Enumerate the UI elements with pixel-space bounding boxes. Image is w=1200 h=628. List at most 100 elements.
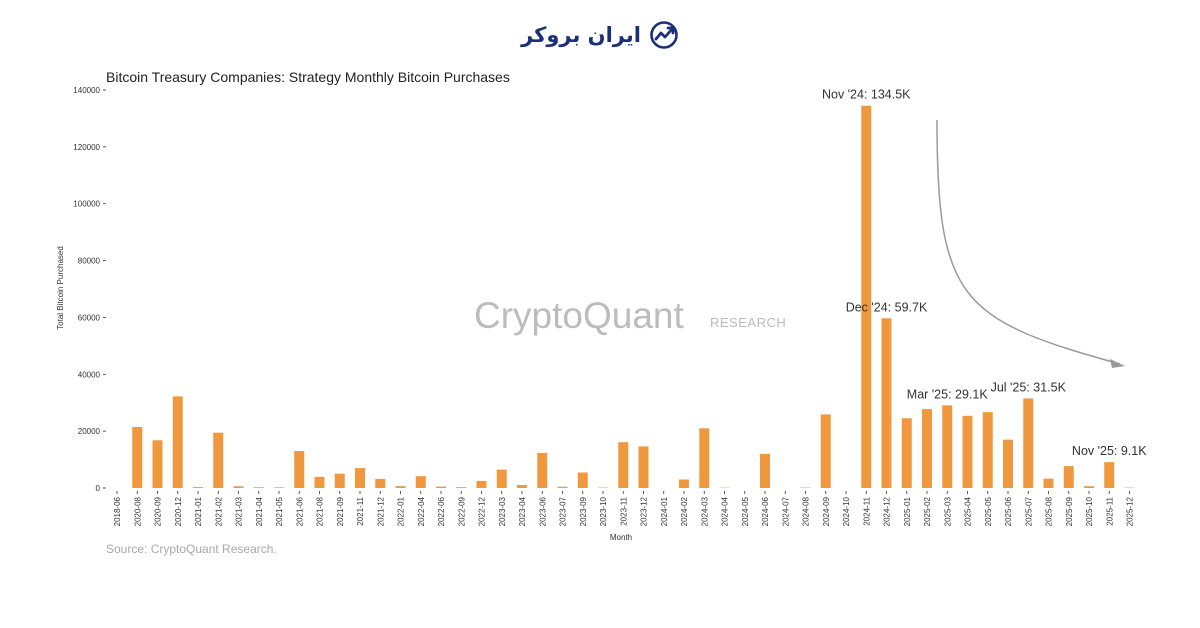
y-tick-label: 140000 <box>73 86 100 95</box>
bar-2025-05 <box>982 412 993 488</box>
x-tick-label: 2023-11 <box>619 496 628 525</box>
annotation-2025-11: Nov '25: 9.1K <box>1072 444 1147 458</box>
y-tick-label: 60000 <box>78 313 101 322</box>
bar-2023-12 <box>638 446 649 488</box>
x-tick-label: 2021-08 <box>316 496 325 526</box>
bar-2023-09 <box>577 472 588 488</box>
bar-2020-08 <box>132 427 143 488</box>
bar-2020-12 <box>172 396 183 488</box>
bar-2020-09 <box>152 440 163 488</box>
downtrend-arrow <box>936 119 1121 365</box>
x-axis: 2018-06 2020-08 2020-09 2020-12 2021-01 2021-… <box>113 491 1135 526</box>
bar-2022-01 <box>395 486 406 488</box>
bar-2025-01 <box>901 418 912 488</box>
x-tick-label: 2021-05 <box>275 496 284 526</box>
annotation-2025-03: Mar '25: 29.1K <box>907 387 989 401</box>
x-tick-label: 2025-10 <box>1085 496 1094 526</box>
bar-2021-09 <box>334 473 345 488</box>
x-tick-label: 2025-04 <box>964 496 973 526</box>
x-tick-label: 2025-05 <box>984 496 993 526</box>
x-tick-label: 2024-09 <box>822 496 831 526</box>
bar-2025-08 <box>1043 478 1054 488</box>
x-tick-label: 2021-02 <box>214 496 223 526</box>
bar-2025-03 <box>942 405 953 488</box>
bar-2022-12 <box>476 480 487 488</box>
bar-2023-03 <box>496 469 507 488</box>
x-tick-label: 2025-03 <box>943 496 952 526</box>
bar-2024-12 <box>881 318 892 488</box>
x-tick-label: 2023-06 <box>538 496 547 526</box>
bar-2023-06 <box>537 452 548 488</box>
bar-2025-04 <box>962 415 973 488</box>
bar-2024-09 <box>820 414 831 488</box>
x-tick-label: 2024-08 <box>802 496 811 526</box>
x-tick-label: 2024-04 <box>721 496 730 526</box>
y-tick-label: 120000 <box>73 143 100 152</box>
x-tick-label: 2024-12 <box>883 496 892 526</box>
x-tick-label: 2023-10 <box>599 496 608 526</box>
x-tick-label: 2023-04 <box>518 496 527 526</box>
x-tick-label: 2020-09 <box>154 496 163 526</box>
bar-2024-11 <box>861 105 872 489</box>
x-tick-label: 2021-11 <box>356 496 365 525</box>
x-tick-label: 2020-08 <box>133 496 142 526</box>
bar-2025-07 <box>1023 398 1034 488</box>
x-tick-label: 2021-03 <box>235 496 244 526</box>
bar-series <box>132 105 1135 489</box>
bar-2022-04 <box>415 476 426 488</box>
x-tick-label: 2025-07 <box>1024 496 1033 526</box>
x-tick-label: 2022-09 <box>457 496 466 526</box>
bar-2025-11 <box>1104 462 1115 488</box>
downtrend-arrowhead <box>1110 359 1125 368</box>
watermark-main: CryptoQuant <box>474 295 684 336</box>
bar-2022-09 <box>456 487 467 488</box>
x-tick-label: 2021-06 <box>295 496 304 526</box>
y-axis-label: Total Bitcoin Purchased <box>56 246 65 330</box>
x-tick-label: 2025-09 <box>1065 496 1074 526</box>
bar-2021-11 <box>355 468 365 488</box>
x-tick-label: 2021-01 <box>194 496 203 526</box>
cryptoquant-watermark: CryptoQuant RESEARCH <box>474 295 786 336</box>
brand-name: ایران بروکر <box>521 23 641 47</box>
x-tick-label: 2024-11 <box>862 496 871 525</box>
trend-chart-icon <box>650 21 678 49</box>
x-tick-label: 2025-11 <box>1105 496 1114 525</box>
y-tick-label: 20000 <box>78 427 101 436</box>
x-axis-label: Month <box>610 533 632 542</box>
x-tick-label: 2024-10 <box>842 496 851 526</box>
x-tick-label: 2025-08 <box>1045 496 1054 526</box>
x-tick-label: 2025-01 <box>903 496 912 526</box>
brand-header: ایران بروکر <box>0 18 1200 52</box>
x-tick-label: 2025-02 <box>923 496 932 526</box>
y-tick-label: 40000 <box>78 370 101 379</box>
bar-2025-10 <box>1084 486 1094 488</box>
x-tick-label: 2021-12 <box>376 496 385 526</box>
bar-2022-06 <box>436 486 446 488</box>
bar-2023-04 <box>517 485 527 488</box>
x-tick-label: 2022-04 <box>417 496 426 526</box>
x-tick-label: 2021-04 <box>255 496 264 526</box>
x-tick-label: 2020-12 <box>174 496 183 526</box>
bar-2024-06 <box>760 453 770 488</box>
bar-2023-11 <box>618 442 629 488</box>
y-tick-label: 80000 <box>78 257 101 266</box>
x-tick-label: 2023-09 <box>579 496 588 526</box>
bar-2021-04 <box>253 487 264 488</box>
annotation-2024-12: Dec '24: 59.7K <box>846 300 928 314</box>
bar-2025-09 <box>1063 466 1074 488</box>
x-tick-label: 2024-07 <box>781 496 790 526</box>
y-tick-label: 100000 <box>73 200 100 209</box>
annotation-2024-11: Nov '24: 134.5K <box>822 88 911 102</box>
x-tick-label: 2018-06 <box>113 496 122 526</box>
x-tick-label: 2023-07 <box>559 496 568 526</box>
bar-2021-06 <box>294 451 305 488</box>
bar-2021-05 <box>274 487 284 488</box>
x-tick-label: 2023-03 <box>498 496 507 526</box>
bar-2024-02 <box>679 479 689 488</box>
watermark-sub: RESEARCH <box>710 315 786 330</box>
y-axis: 0 20000 40000 60000 80000 100000 120000 140000 <box>73 86 106 493</box>
bar-2021-02 <box>213 432 224 488</box>
annotation-2025-07: Jul '25: 31.5K <box>991 380 1067 394</box>
bar-2021-03 <box>233 486 244 488</box>
